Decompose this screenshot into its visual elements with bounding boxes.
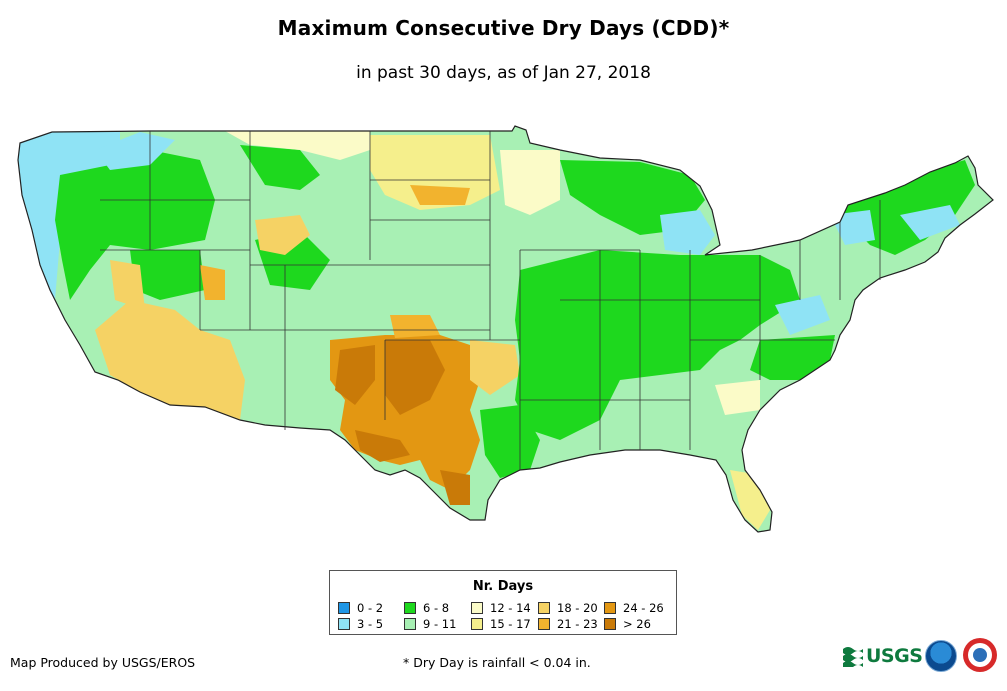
legend-item-15-17: 15 - 17: [471, 618, 531, 630]
zone-mt-6-8: [240, 145, 320, 190]
legend-item-gt26: > 26: [604, 618, 651, 630]
zone-ut-21-23: [200, 265, 225, 300]
usgs-logo: USGS: [843, 642, 923, 670]
state-boundaries: [100, 131, 881, 470]
zone-sd-21-23: [410, 185, 470, 205]
zone-nc-6-8: [750, 335, 835, 380]
noaa-logo: [925, 640, 957, 672]
legend-item-3-5: 3 - 5: [338, 618, 383, 630]
zone-sc-12-14: [715, 380, 760, 415]
legend-swatch: [404, 618, 416, 630]
legend-item-12-14: 12 - 14: [471, 602, 531, 614]
zone-nv-6-8: [130, 250, 205, 300]
legend-swatch: [604, 618, 616, 630]
map-title: Maximum Consecutive Dry Days (CDD)*: [277, 16, 730, 40]
zone-ks-21-23: [390, 315, 440, 338]
zone-tx-south-gt26: [440, 470, 470, 505]
legend-swatch: [471, 602, 483, 614]
zone-sw-18-20: [95, 300, 245, 420]
zone-lakemi-3-5: [660, 210, 715, 255]
legend-swatch: [338, 618, 350, 630]
legend-swatch: [604, 602, 616, 614]
zone-ca-18-20: [110, 260, 145, 310]
zone-midwest-6-8: [515, 250, 800, 440]
legend-swatch: [338, 602, 350, 614]
zone-tx-gt26: [385, 340, 445, 415]
zone-wy-18-20: [255, 215, 310, 255]
zone-tx-west-gt26: [355, 430, 410, 462]
usgs-wave-icon: [843, 647, 863, 667]
legend: Nr. Days 0 - 2 3 - 5 6 - 8 9 - 11 12 - 1…: [329, 570, 677, 635]
zone-la-6-8: [480, 405, 540, 478]
legend-swatch: [471, 618, 483, 630]
zone-nm-gt26: [335, 345, 375, 405]
legend-swatch: [404, 602, 416, 614]
nws-logo: [963, 638, 997, 672]
zone-mn-12-14: [500, 150, 560, 215]
zone-mt-12-14: [225, 131, 370, 160]
legend-item-6-8: 6 - 8: [404, 602, 449, 614]
legend-swatch: [538, 602, 550, 614]
zone-ok-18-20: [470, 340, 520, 395]
map-subtitle: in past 30 days, as of Jan 27, 2018: [356, 63, 651, 83]
zone-ma-3-5: [900, 205, 960, 240]
legend-item-21-23: 21 - 23: [538, 618, 598, 630]
nws-logo-ring: [968, 643, 992, 667]
nws-logo-core: [973, 648, 987, 662]
map-credit: Map Produced by USGS/EROS: [10, 655, 196, 670]
cdd-fill-layer: [18, 126, 993, 532]
legend-item-18-20: 18 - 20: [538, 602, 598, 614]
legend-title: Nr. Days: [472, 579, 534, 594]
legend-swatch: [538, 618, 550, 630]
zone-newengland-6-8: [840, 160, 975, 255]
zone-nw-3-5: [95, 132, 175, 170]
legend-item-24-26: 24 - 26: [604, 602, 664, 614]
legend-item-0-2: 0 - 2: [338, 602, 383, 614]
zone-va-3-5: [775, 295, 830, 335]
usgs-logo-text: USGS: [866, 645, 923, 667]
dry-day-footnote: * Dry Day is rainfall < 0.04 in.: [403, 655, 591, 670]
zone-nw-6-8: [55, 150, 215, 300]
legend-item-9-11: 9 - 11: [404, 618, 456, 630]
